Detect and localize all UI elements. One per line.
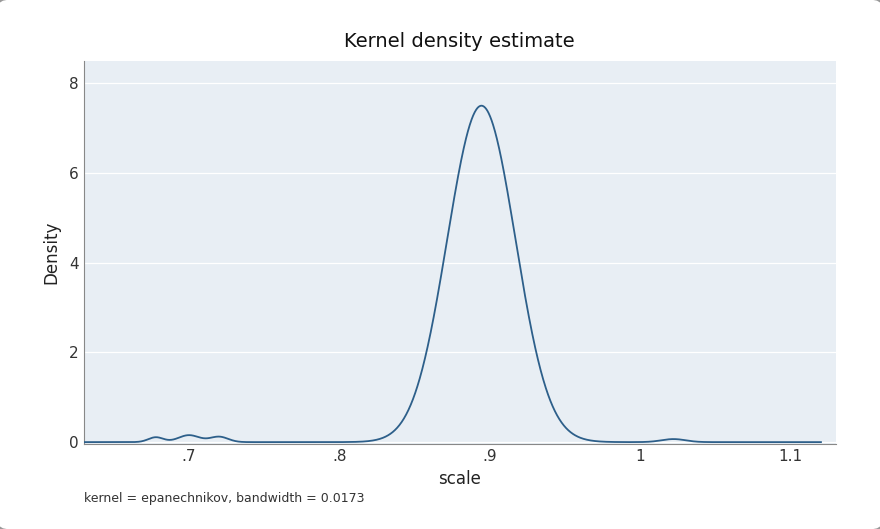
Y-axis label: Density: Density (42, 221, 61, 284)
Title: Kernel density estimate: Kernel density estimate (344, 32, 576, 51)
Text: kernel = epanechnikov, bandwidth = 0.0173: kernel = epanechnikov, bandwidth = 0.017… (84, 492, 364, 505)
X-axis label: scale: scale (438, 470, 481, 488)
